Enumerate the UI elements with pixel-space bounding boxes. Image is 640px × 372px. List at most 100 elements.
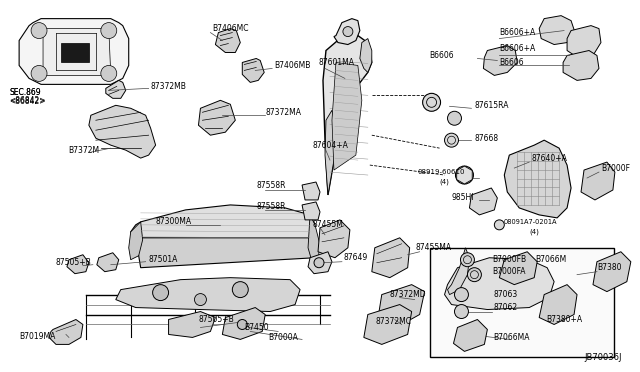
Polygon shape [360, 39, 372, 73]
Text: B7406MC: B7406MC [212, 24, 249, 33]
Polygon shape [332, 62, 362, 170]
Polygon shape [334, 19, 360, 45]
Text: B6606+A: B6606+A [499, 44, 536, 53]
Polygon shape [43, 29, 111, 76]
Circle shape [447, 111, 461, 125]
Text: B7066M: B7066M [535, 255, 566, 264]
Text: 87501A: 87501A [148, 255, 178, 264]
Text: 08091A7-0201A: 08091A7-0201A [503, 219, 557, 225]
Polygon shape [308, 252, 332, 274]
Polygon shape [325, 110, 336, 195]
Text: B7450: B7450 [244, 323, 269, 332]
Text: (4): (4) [440, 179, 449, 185]
Text: 87372MD: 87372MD [390, 290, 426, 299]
Circle shape [237, 320, 247, 330]
Text: B7000F: B7000F [601, 164, 630, 173]
Text: SEC.869: SEC.869 [9, 88, 41, 97]
Polygon shape [445, 258, 554, 310]
Circle shape [314, 258, 324, 268]
Text: B7000FA: B7000FA [492, 267, 526, 276]
Text: B7406MB: B7406MB [274, 61, 310, 70]
Polygon shape [457, 166, 472, 184]
Text: 87063: 87063 [493, 290, 518, 299]
Text: B7066MA: B7066MA [493, 333, 530, 342]
Text: 87601MA: 87601MA [318, 58, 354, 67]
Text: B7380: B7380 [597, 263, 621, 272]
Bar [429, 248, 614, 357]
Text: 87505+B: 87505+B [56, 258, 92, 267]
Polygon shape [106, 80, 125, 98]
Text: 87372MA: 87372MA [265, 108, 301, 117]
Circle shape [101, 65, 116, 81]
Polygon shape [243, 58, 264, 82]
Text: B7000A: B7000A [268, 333, 298, 342]
Text: SEC.869: SEC.869 [9, 88, 41, 97]
Polygon shape [67, 255, 89, 274]
Polygon shape [563, 51, 599, 80]
Polygon shape [116, 278, 300, 311]
Text: B6606: B6606 [429, 51, 454, 60]
Polygon shape [539, 16, 575, 45]
Circle shape [343, 26, 353, 36]
Polygon shape [504, 140, 571, 218]
Polygon shape [318, 220, 350, 258]
Text: 87372MB: 87372MB [150, 82, 186, 91]
Polygon shape [216, 29, 240, 52]
Polygon shape [97, 253, 119, 272]
Polygon shape [19, 19, 129, 84]
Circle shape [101, 23, 116, 39]
Text: 87649: 87649 [344, 253, 368, 262]
Polygon shape [567, 26, 601, 58]
Bar [61, 42, 89, 62]
Polygon shape [539, 285, 577, 324]
Text: 87615RA: 87615RA [474, 101, 509, 110]
Text: 87372MC: 87372MC [376, 317, 412, 326]
Text: B6606+A: B6606+A [499, 28, 536, 37]
Polygon shape [378, 285, 424, 324]
Polygon shape [593, 252, 631, 292]
Text: B7372M: B7372M [68, 145, 99, 155]
Polygon shape [499, 252, 537, 285]
Polygon shape [302, 202, 320, 220]
Text: 87640+A: 87640+A [531, 154, 567, 163]
Circle shape [422, 93, 440, 111]
Text: B7019MA: B7019MA [19, 332, 56, 341]
Text: <86842>: <86842> [9, 96, 45, 105]
Text: JB70036J: JB70036J [584, 353, 621, 362]
Polygon shape [131, 205, 315, 248]
Polygon shape [483, 45, 517, 76]
Circle shape [195, 294, 207, 305]
Text: B7000FB: B7000FB [492, 255, 527, 264]
Polygon shape [89, 105, 156, 158]
Text: 08919-60610: 08919-60610 [418, 169, 465, 175]
Text: 87300MA: 87300MA [156, 217, 192, 227]
Text: 87455MA: 87455MA [415, 243, 452, 252]
Polygon shape [323, 36, 372, 195]
Circle shape [467, 268, 481, 282]
Polygon shape [469, 188, 497, 215]
Circle shape [445, 133, 458, 147]
Polygon shape [129, 222, 143, 260]
Circle shape [494, 220, 504, 230]
Circle shape [31, 65, 47, 81]
Polygon shape [454, 320, 488, 352]
Text: 87604+A: 87604+A [312, 141, 348, 150]
Text: <86842>: <86842> [9, 97, 45, 106]
Circle shape [456, 166, 474, 184]
Circle shape [454, 288, 468, 302]
Circle shape [152, 285, 168, 301]
Text: 87668: 87668 [474, 134, 499, 143]
Polygon shape [581, 162, 615, 200]
Text: 87505+B: 87505+B [198, 315, 234, 324]
Text: 985HI: 985HI [451, 193, 474, 202]
Polygon shape [198, 100, 236, 135]
Circle shape [454, 305, 468, 318]
Text: B7380+A: B7380+A [546, 315, 582, 324]
Text: B6606: B6606 [499, 58, 524, 67]
Text: 87558R: 87558R [256, 202, 285, 211]
Text: 87062: 87062 [493, 303, 518, 312]
Circle shape [31, 23, 47, 39]
Text: (4): (4) [529, 228, 539, 235]
Polygon shape [136, 238, 315, 268]
Polygon shape [49, 320, 83, 344]
